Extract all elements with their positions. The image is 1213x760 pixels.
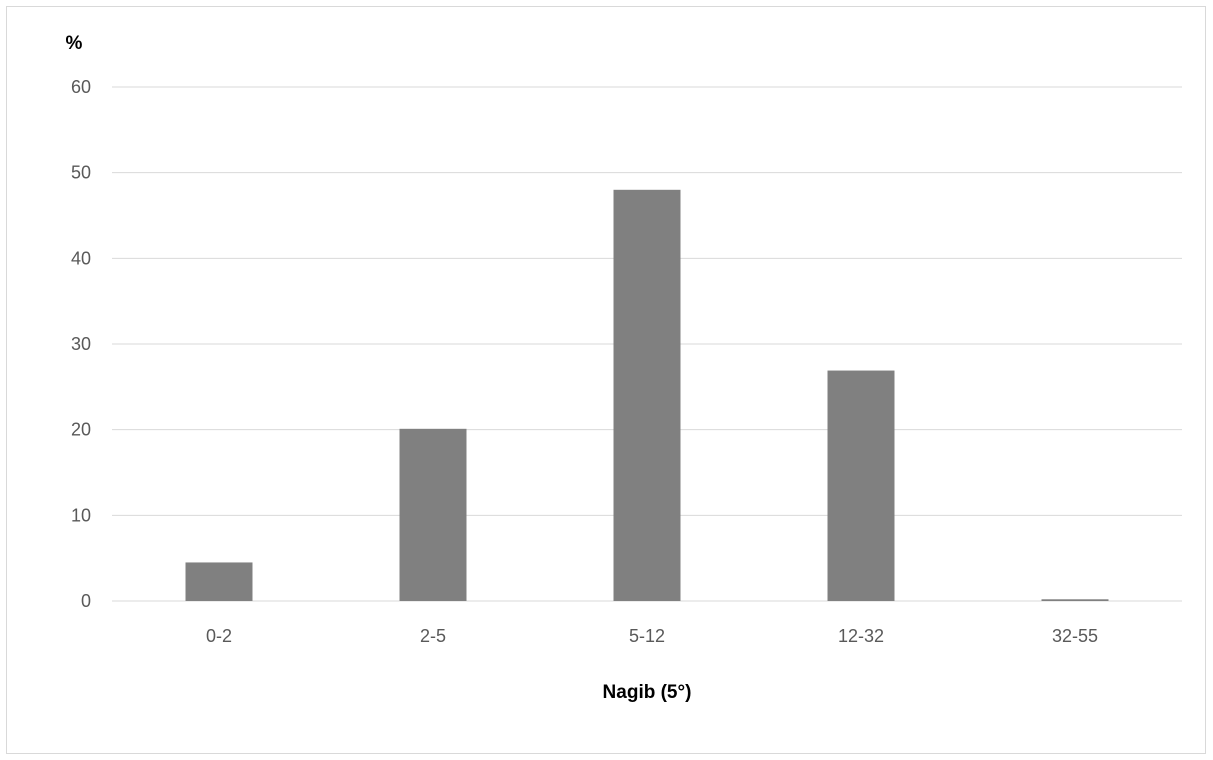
y-tick-label: 20 (71, 420, 91, 440)
y-tick-label: 0 (81, 591, 91, 611)
x-tick-label: 5-12 (629, 626, 665, 646)
bars (185, 189, 1109, 602)
x-axis-title: Nagib (5°) (603, 682, 692, 703)
y-tick-labels: 0 10 20 30 40 50 60 (71, 77, 91, 611)
y-tick-label: 40 (71, 248, 91, 268)
y-tick-label: 60 (71, 77, 91, 97)
x-tick-label: 12-32 (838, 626, 884, 646)
y-axis-title: % (66, 33, 83, 54)
bar-5-12 (613, 189, 681, 602)
y-tick-label: 30 (71, 334, 91, 354)
x-tick-label: 2-5 (420, 626, 446, 646)
bar-2-5 (399, 428, 467, 601)
y-tick-label: 50 (71, 163, 91, 183)
chart-frame (6, 6, 1206, 754)
x-tick-label: 0-2 (206, 626, 232, 646)
bar-12-32 (827, 370, 895, 601)
bar-0-2 (185, 562, 253, 601)
x-tick-labels: 0-2 2-5 5-12 12-32 32-55 (206, 626, 1098, 646)
bar-32-55 (1041, 599, 1109, 601)
x-tick-label: 32-55 (1052, 626, 1098, 646)
y-tick-label: 10 (71, 505, 91, 525)
